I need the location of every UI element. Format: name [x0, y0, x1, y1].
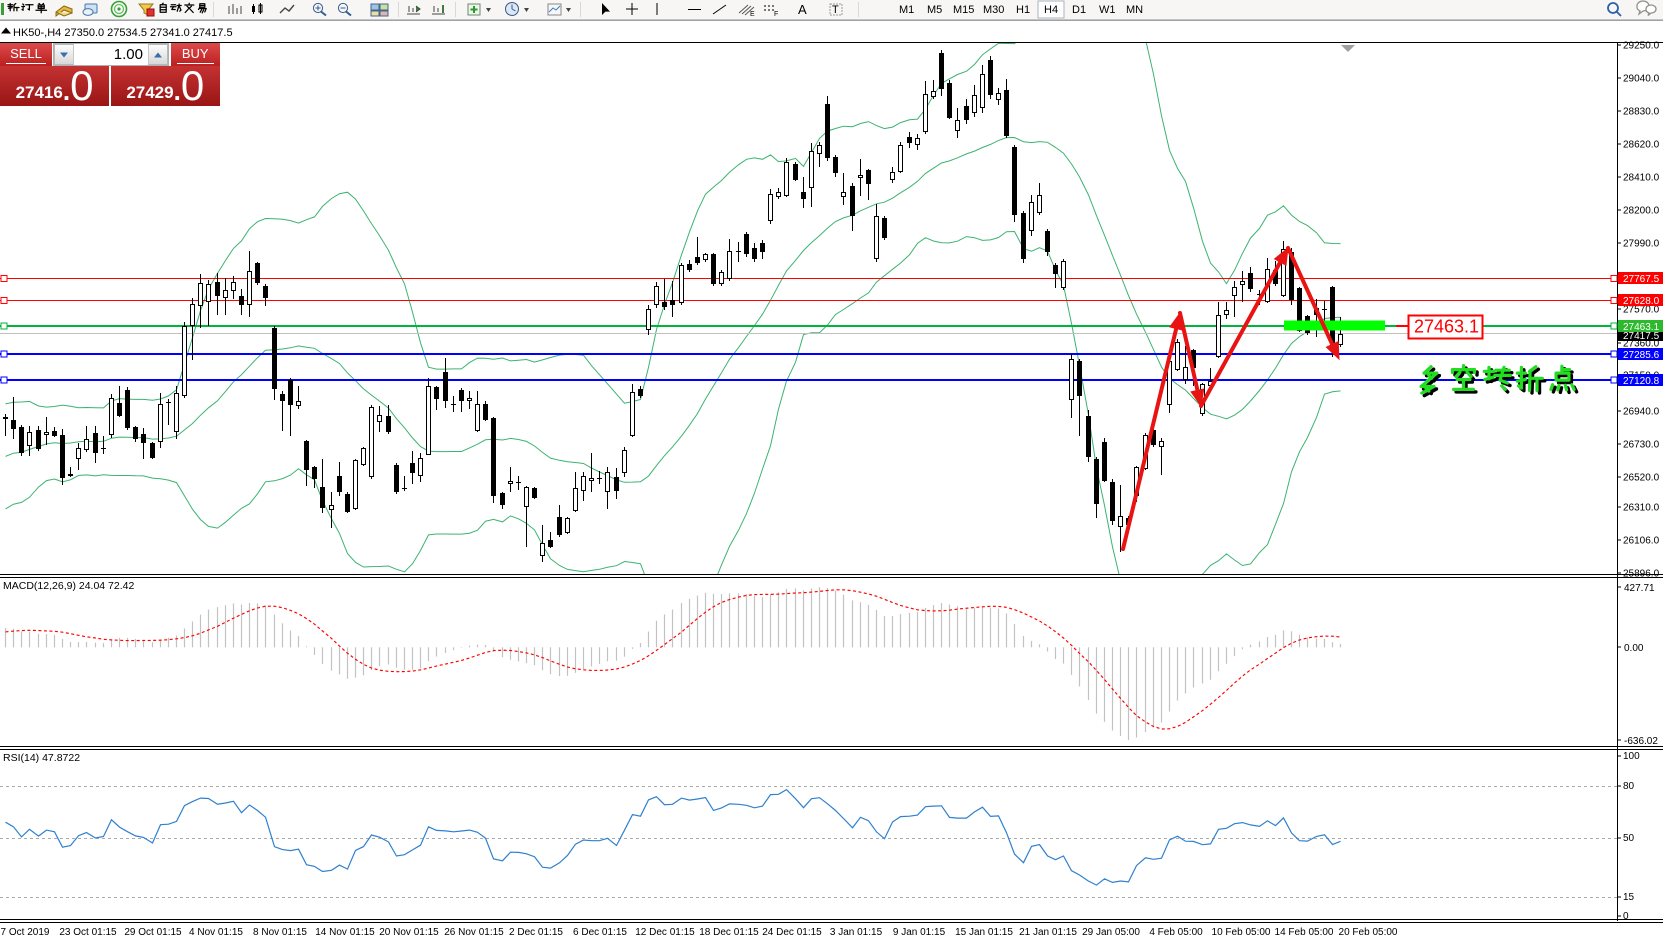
- svg-text:RSI(14) 47.8722: RSI(14) 47.8722: [3, 752, 80, 764]
- svg-text:18 Dec 01:15: 18 Dec 01:15: [699, 927, 759, 938]
- svg-text:D1: D1: [1072, 4, 1086, 16]
- svg-text:27417.5: 27417.5: [1623, 331, 1660, 342]
- svg-text:H1: H1: [1016, 4, 1030, 16]
- svg-text:28200.0: 28200.0: [1623, 206, 1660, 217]
- svg-text:100: 100: [1623, 751, 1640, 762]
- svg-text:50: 50: [1623, 833, 1635, 844]
- svg-text:8 Nov 01:15: 8 Nov 01:15: [253, 927, 307, 938]
- svg-text:M15: M15: [953, 4, 974, 16]
- svg-text:M30: M30: [983, 4, 1004, 16]
- svg-text:27285.6: 27285.6: [1623, 350, 1660, 361]
- svg-text:26310.0: 26310.0: [1623, 503, 1660, 514]
- svg-text:28620.0: 28620.0: [1623, 140, 1660, 151]
- svg-text:27628.0: 27628.0: [1623, 296, 1660, 307]
- svg-text:2 Dec 01:15: 2 Dec 01:15: [509, 927, 563, 938]
- svg-text:H4: H4: [1044, 4, 1058, 16]
- svg-text:A: A: [798, 2, 807, 17]
- svg-text:24 Dec 01:15: 24 Dec 01:15: [762, 927, 822, 938]
- svg-text:20 Nov 01:15: 20 Nov 01:15: [379, 927, 439, 938]
- svg-text:F: F: [774, 11, 778, 18]
- svg-text:HK50-,H4 27350.0 27534.5 2734: HK50-,H4 27350.0 27534.5 27341.0 27417.5: [13, 27, 233, 39]
- svg-text:4 Nov 01:15: 4 Nov 01:15: [189, 927, 243, 938]
- svg-text:9 Jan 01:15: 9 Jan 01:15: [893, 927, 946, 938]
- svg-text:26520.0: 26520.0: [1623, 473, 1660, 484]
- svg-text:80: 80: [1623, 781, 1635, 792]
- svg-text:7 Oct 2019: 7 Oct 2019: [1, 927, 50, 938]
- svg-text:27360.0: 27360.0: [1623, 339, 1660, 350]
- svg-text:25896.0: 25896.0: [1623, 569, 1660, 580]
- svg-text:-636.02: -636.02: [1624, 736, 1658, 747]
- svg-text:23 Oct 01:15: 23 Oct 01:15: [59, 927, 117, 938]
- svg-text:W1: W1: [1099, 4, 1116, 16]
- svg-text:28830.0: 28830.0: [1623, 107, 1660, 118]
- svg-text:6 Dec 01:15: 6 Dec 01:15: [573, 927, 627, 938]
- svg-text:15 Jan 01:15: 15 Jan 01:15: [955, 927, 1013, 938]
- svg-text:26730.0: 26730.0: [1623, 440, 1660, 451]
- svg-text:26 Nov 01:15: 26 Nov 01:15: [444, 927, 504, 938]
- svg-text:28410.0: 28410.0: [1623, 173, 1660, 184]
- svg-text:MACD(12,26,9) 24.04 72.42: MACD(12,26,9) 24.04 72.42: [3, 580, 134, 592]
- svg-text:0.00: 0.00: [1624, 643, 1644, 654]
- svg-text:E: E: [750, 11, 755, 18]
- svg-text:12 Dec 01:15: 12 Dec 01:15: [635, 927, 695, 938]
- svg-text:10 Feb 05:00: 10 Feb 05:00: [1212, 927, 1271, 938]
- svg-text:T: T: [832, 4, 839, 16]
- svg-text:M1: M1: [899, 4, 914, 16]
- svg-text:M5: M5: [927, 4, 942, 16]
- svg-text:29 Jan 05:00: 29 Jan 05:00: [1082, 927, 1140, 938]
- svg-text:20 Feb 05:00: 20 Feb 05:00: [1339, 927, 1398, 938]
- svg-text:14 Feb 05:00: 14 Feb 05:00: [1275, 927, 1334, 938]
- svg-text:27767.5: 27767.5: [1623, 274, 1660, 285]
- svg-text:26940.0: 26940.0: [1623, 407, 1660, 418]
- svg-text:26106.0: 26106.0: [1623, 536, 1660, 547]
- svg-text:27463.1: 27463.1: [1414, 317, 1479, 337]
- svg-text:29040.0: 29040.0: [1623, 74, 1660, 85]
- svg-text:0: 0: [1623, 911, 1629, 922]
- svg-text:27990.0: 27990.0: [1623, 239, 1660, 250]
- svg-text:4 Feb 05:00: 4 Feb 05:00: [1149, 927, 1203, 938]
- svg-text:MN: MN: [1126, 4, 1143, 16]
- svg-text:427.71: 427.71: [1624, 583, 1655, 594]
- svg-text:29 Oct 01:15: 29 Oct 01:15: [124, 927, 182, 938]
- svg-text:3 Jan 01:15: 3 Jan 01:15: [830, 927, 883, 938]
- svg-text:14 Nov 01:15: 14 Nov 01:15: [315, 927, 375, 938]
- svg-text:27463.1: 27463.1: [1623, 322, 1660, 333]
- svg-text:27120.8: 27120.8: [1623, 376, 1660, 387]
- svg-text:29250.0: 29250.0: [1623, 41, 1660, 52]
- svg-text:15: 15: [1623, 892, 1635, 903]
- svg-text:21 Jan 01:15: 21 Jan 01:15: [1019, 927, 1077, 938]
- svg-text:27570.0: 27570.0: [1623, 305, 1660, 316]
